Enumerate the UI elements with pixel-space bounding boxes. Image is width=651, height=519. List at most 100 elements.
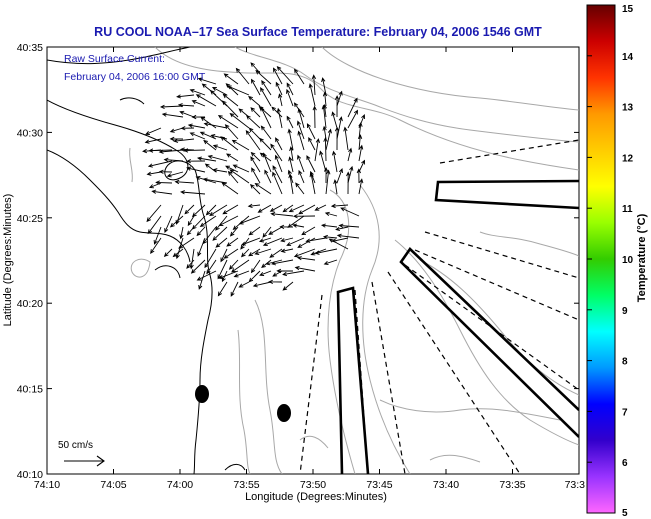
beam-line: [414, 249, 579, 321]
current-vector: [347, 109, 358, 129]
current-vector: [276, 268, 294, 274]
current-vector: [195, 94, 217, 107]
current-vector: [196, 270, 217, 281]
current-vector: [343, 126, 349, 151]
current-vector: [173, 138, 195, 143]
current-vector: [294, 265, 316, 272]
current-vector: [238, 215, 261, 225]
current-vector: [248, 127, 261, 140]
current-vector: [331, 150, 338, 173]
current-vector: [148, 148, 173, 153]
current-vector: [164, 215, 173, 234]
current-vector: [217, 281, 228, 297]
x-axis-label: Longitude (Degrees:Minutes): [245, 491, 387, 503]
current-vector: [250, 107, 261, 118]
current-vector: [212, 226, 228, 241]
current-vector: [172, 248, 184, 258]
current-vector: [202, 177, 228, 184]
current-vector: [286, 237, 305, 247]
current-vector: [226, 237, 239, 247]
current-vector: [358, 178, 364, 195]
current-vector: [255, 69, 272, 85]
current-vector: [248, 226, 261, 236]
y-axis-ticks: 40:35 40:30 40:25 40:20 40:15 40:10: [17, 42, 579, 481]
colorbar-tick-label: 11: [622, 204, 633, 215]
current-vector: [324, 211, 338, 217]
beam-line: [299, 294, 323, 474]
current-vector: [275, 137, 283, 151]
current-vector: [247, 203, 261, 209]
current-vector: [209, 204, 228, 217]
current-vector: [218, 270, 239, 279]
current-vector: [250, 156, 261, 173]
current-vector: [288, 173, 294, 195]
current-vector: [228, 259, 239, 270]
current-vector: [241, 237, 261, 246]
current-vector: [314, 138, 321, 162]
current-vector: [328, 238, 349, 250]
current-vector: [347, 165, 354, 184]
current-vector: [254, 248, 272, 256]
current-vector: [289, 146, 294, 162]
current-vector: [211, 87, 228, 96]
current-vector: [189, 88, 206, 96]
current-legend-date: February 04, 2006 16:00 GMT: [64, 71, 206, 83]
current-vector: [336, 233, 360, 239]
current-vector: [224, 124, 239, 140]
current-vector: [252, 281, 272, 288]
current-vector: [151, 189, 173, 195]
current-vector: [340, 207, 360, 217]
current-vector: [347, 97, 358, 118]
current-vector: [262, 237, 283, 247]
current-vector: [184, 204, 195, 215]
current-vector: [227, 170, 239, 184]
current-vector: [217, 115, 239, 129]
current-vector: [312, 105, 317, 129]
current-vector: [274, 154, 283, 173]
colorbar-tick-label: 13: [622, 103, 634, 114]
current-vector: [187, 215, 195, 227]
colorbar-gradient: [586, 4, 616, 514]
current-vector: [169, 215, 184, 228]
current-vector: [248, 95, 261, 107]
current-vector: [279, 224, 294, 230]
current-vector: [296, 256, 316, 261]
current-vector: [246, 115, 261, 129]
beam-line: [387, 271, 521, 474]
current-vector: [166, 171, 184, 178]
current-vector: [272, 165, 283, 184]
current-vector: [150, 237, 162, 254]
current-vector: [287, 128, 294, 151]
colorbar-ticks: 15 14 13 12 11 10 9 8 7 6 5: [587, 4, 634, 519]
scale-label: 50 cm/s: [58, 440, 93, 451]
colorbar-tick-label: 15: [622, 4, 634, 15]
current-vector: [178, 237, 195, 249]
current-vector: [280, 237, 294, 243]
current-vector: [260, 125, 272, 140]
current-vector: [308, 83, 316, 107]
current-vector: [259, 137, 272, 151]
current-vector: [215, 237, 228, 248]
current-vector: [330, 203, 349, 209]
current-vector: [301, 226, 316, 236]
current-vector: [358, 144, 364, 162]
current-vector: [249, 183, 261, 195]
current-vector: [179, 226, 184, 240]
current-vector: [258, 237, 272, 243]
current-legend-title: Raw Surface Current:: [64, 53, 165, 65]
current-vector: [186, 259, 195, 269]
current-vector: [190, 259, 206, 274]
scale-arrow: [64, 455, 105, 467]
beam-line: [371, 281, 406, 474]
current-vector: [251, 78, 261, 96]
colorbar-label: Temperature (°C): [636, 213, 648, 302]
x-tick-label: 73:3: [565, 479, 586, 491]
current-vector: [200, 116, 217, 129]
current-vector: [240, 248, 250, 258]
x-axis-ticks: 74:10 74:05 74:00 73:55 73:50 73:45 73:40 73:35…: [34, 47, 585, 491]
current-vector: [297, 154, 305, 173]
current-vector: [222, 93, 239, 107]
current-vector: [163, 157, 184, 162]
current-vector: [314, 248, 338, 255]
